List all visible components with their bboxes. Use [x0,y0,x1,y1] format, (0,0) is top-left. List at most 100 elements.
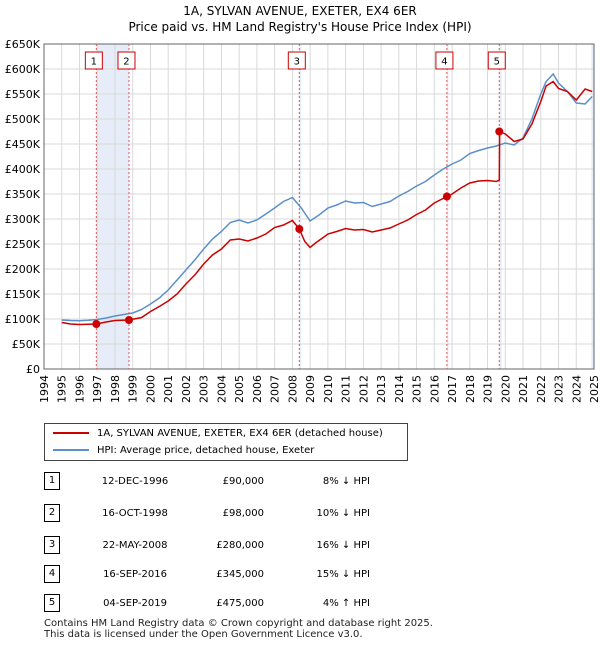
table-row: 3 22-MAY-2008 £280,000 16% ↓ HPI [0,536,600,556]
row-date: 16-SEP-2016 [103,569,167,580]
row-number: 1 [44,472,60,490]
y-tick-label: £150K [5,288,41,301]
y-tick-label: £300K [5,213,41,226]
x-tick-label: 1994 [38,375,51,403]
footer: Contains HM Land Registry data © Crown c… [44,618,433,640]
y-tick-label: £200K [5,263,41,276]
chart-subtitle: Price paid vs. HM Land Registry's House … [128,20,471,34]
x-tick-label: 2024 [570,375,583,403]
y-tick-label: £400K [5,163,41,176]
sale-point [495,127,504,136]
x-tick-label: 2015 [411,375,424,403]
legend-label-property: 1A, SYLVAN AVENUE, EXETER, EX4 6ER (deta… [97,428,383,439]
x-tick-label: 2013 [375,375,388,403]
row-date: 16-OCT-1998 [102,508,168,519]
row-date: 12-DEC-1996 [101,476,169,487]
x-tick-label: 2023 [553,375,566,403]
price-chart: 1A, SYLVAN AVENUE, EXETER, EX4 6ER Price… [5,4,600,403]
highlight-band [591,44,594,369]
row-price: £345,000 [216,569,264,580]
row-hpi: 4% ↑ HPI [322,598,370,609]
x-tick-label: 2012 [357,375,370,403]
row-date: 22-MAY-2008 [102,540,168,551]
x-tick-label: 2009 [304,375,317,403]
sale-points [92,127,504,328]
sale-label-box [287,51,306,70]
table-row: 5 04-SEP-2019 £475,000 4% ↑ HPI [0,594,600,614]
x-tick-label: 2014 [393,375,406,403]
x-tick-label: 2003 [198,375,211,403]
row-hpi: 10% ↓ HPI [316,508,370,519]
legend-swatch-blue [53,449,89,451]
x-tick-label: 1999 [127,375,140,403]
row-number: 4 [44,565,60,583]
highlight-band [499,44,502,369]
y-tick-label: £0 [26,363,40,376]
y-tick-label: £250K [5,238,41,251]
table-row: 2 16-OCT-1998 £98,000 10% ↓ HPI [0,504,600,524]
row-price: £90,000 [222,476,264,487]
sale-point [124,316,133,324]
row-hpi: 16% ↓ HPI [316,540,370,551]
y-tick-label: £350K [5,188,41,201]
hpi-line [61,72,593,322]
table-row: 1 12-DEC-1996 £90,000 8% ↓ HPI [0,472,600,492]
row-number: 3 [44,536,60,554]
y-tick-label: £600K [5,63,41,76]
x-tick-label: 2008 [286,375,299,403]
row-date: 04-SEP-2019 [103,598,167,609]
x-tick-label: 2001 [162,375,175,403]
x-tick-label: 2017 [446,375,459,403]
x-tick-label: 2002 [180,375,193,403]
x-tick-label: 1997 [91,375,104,403]
x-tick-label: 2007 [269,375,282,403]
sale-label-number: 1 [91,57,97,68]
table-row: 4 16-SEP-2016 £345,000 15% ↓ HPI [0,565,600,585]
property-price-line [61,80,593,326]
x-tick-label: 1998 [109,375,122,403]
row-number: 2 [44,504,60,522]
y-axis: £0 £50K £100K £150K £200K £250K £300K £350K £400… [5,38,41,376]
x-tick-label: 2004 [215,375,228,403]
y-tick-label: £50K [12,338,41,351]
row-price: £98,000 [222,508,264,519]
sale-label-box [117,51,136,70]
x-tick-label: 2025 [588,375,600,403]
y-tick-label: £100K [5,313,41,326]
x-tick-label: 2000 [144,375,157,403]
row-hpi: 8% ↓ HPI [322,476,370,487]
footer-line-2: This data is licensed under the Open Gov… [44,629,363,640]
sale-point [92,320,101,328]
plot-frame [43,43,595,370]
sale-label-box [84,51,103,70]
legend: 1A, SYLVAN AVENUE, EXETER, EX4 6ER (deta… [44,423,408,461]
y-tick-label: £450K [5,138,41,151]
sale-label-number: 5 [494,57,500,68]
x-tick-label: 2016 [428,375,441,403]
legend-item-property: 1A, SYLVAN AVENUE, EXETER, EX4 6ER (deta… [53,426,383,442]
x-tick-label: 2021 [517,375,530,403]
x-tick-label: 2018 [464,375,477,403]
x-tick-label: 2020 [499,375,512,403]
sale-label-number: 2 [123,57,129,68]
y-tick-label: £650K [5,38,41,51]
y-tick-label: £500K [5,113,41,126]
sale-label-number: 3 [294,57,300,68]
sale-label-box [487,51,506,70]
legend-label-hpi: HPI: Average price, detached house, Exet… [97,445,315,456]
highlight-band [446,44,449,369]
x-tick-label: 2022 [535,375,548,403]
footer-line-1: Contains HM Land Registry data © Crown c… [44,618,433,629]
row-price: £475,000 [216,598,264,609]
row-number: 5 [44,594,60,612]
sale-label-box [435,51,454,70]
x-tick-label: 1996 [73,375,86,403]
x-tick-label: 2011 [340,375,353,403]
x-tick-label: 2010 [322,375,335,403]
sale-marker-lines: 1 2 3 4 5 [84,44,506,369]
row-price: £280,000 [216,540,264,551]
y-tick-label: £550K [5,88,41,101]
x-axis: 1994 1995 1996 1997 1998 1999 2000 2001 2002 2003… [38,375,600,403]
sale-point [295,225,304,233]
x-tick-label: 2005 [233,375,246,403]
